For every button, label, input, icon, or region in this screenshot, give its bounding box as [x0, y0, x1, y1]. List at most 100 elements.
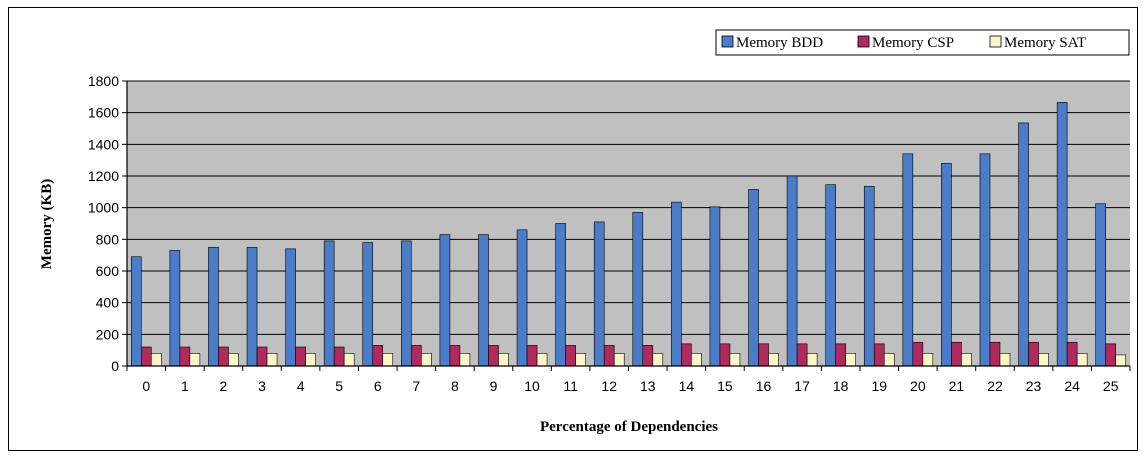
y-tick-label: 1800	[88, 73, 119, 89]
bar	[169, 250, 181, 367]
bar	[902, 153, 914, 367]
bar	[228, 353, 239, 367]
legend-box	[715, 29, 1130, 56]
y-tick-label: 600	[96, 263, 120, 279]
bar	[1115, 354, 1127, 367]
y-axis-title: Memory (KB)	[39, 179, 55, 269]
bar	[536, 353, 548, 367]
bar	[729, 353, 741, 367]
bar	[632, 212, 644, 367]
bar	[883, 353, 895, 367]
x-tick-label: 10	[524, 378, 540, 394]
x-tick-label: 1	[181, 378, 189, 394]
bar	[256, 346, 268, 367]
bar	[845, 353, 856, 367]
bar	[411, 345, 422, 367]
bar	[719, 343, 731, 367]
bar	[912, 341, 924, 367]
bar	[343, 353, 355, 367]
legend-swatch-csp	[857, 35, 870, 48]
bar	[1095, 203, 1107, 367]
legend-label-csp: Memory CSP	[872, 35, 954, 51]
x-tick-label: 16	[756, 378, 772, 394]
bar	[382, 353, 394, 367]
bar	[498, 353, 509, 367]
bar	[459, 353, 471, 367]
bar	[979, 153, 991, 367]
x-tick-label: 2	[220, 378, 228, 394]
x-tick-label: 8	[451, 378, 459, 394]
bar	[1076, 353, 1088, 367]
x-tick-label: 14	[679, 378, 695, 394]
x-tick-label: 4	[297, 378, 305, 394]
x-tick-label: 12	[601, 378, 617, 394]
bar	[786, 175, 798, 367]
x-tick-label: 19	[871, 378, 887, 394]
bar	[825, 184, 836, 367]
bar	[951, 341, 962, 367]
bar	[189, 353, 201, 367]
bar	[555, 223, 566, 367]
y-tick-labels: 0 200 400 600 800 1000 1200 1400 1600 1800	[88, 73, 127, 374]
bar	[671, 201, 682, 367]
bar	[709, 206, 721, 367]
bar	[941, 163, 952, 367]
bar	[478, 234, 489, 367]
bar	[796, 343, 808, 367]
bar	[1018, 122, 1029, 367]
bar	[642, 345, 654, 367]
x-tick-label: 23	[1026, 378, 1042, 394]
bar	[999, 353, 1011, 367]
x-tick-label: 11	[563, 378, 578, 394]
x-tick-label: 9	[490, 378, 498, 394]
bar	[246, 246, 258, 367]
bar	[295, 346, 306, 367]
y-tick-label: 1400	[88, 136, 119, 152]
x-tick-label: 17	[794, 378, 810, 394]
y-tick-label: 200	[96, 326, 120, 342]
bar	[266, 353, 278, 367]
bar	[488, 345, 499, 367]
bar	[691, 353, 702, 367]
bar	[179, 346, 191, 367]
y-tick-label: 1600	[88, 105, 119, 121]
legend-label-sat: Memory SAT	[1004, 35, 1086, 51]
bar	[989, 341, 1001, 367]
x-tick-label: 13	[640, 378, 656, 394]
bar	[961, 353, 972, 367]
bar	[835, 343, 846, 367]
x-tick-label: 15	[717, 378, 733, 394]
bar	[305, 353, 316, 367]
y-tick-label: 1000	[88, 200, 119, 216]
bar	[652, 353, 664, 367]
bar	[150, 353, 162, 367]
bar	[1028, 341, 1039, 367]
x-tick-label: 3	[258, 378, 266, 394]
x-tick-label: 22	[987, 378, 1003, 394]
plot-area	[127, 81, 1130, 366]
bar	[593, 221, 605, 367]
legend: Memory BDD Memory CSP Memory SAT	[715, 29, 1130, 56]
x-tick-label: 7	[412, 378, 420, 394]
bar	[516, 229, 528, 367]
legend-swatch-sat	[989, 35, 1002, 48]
bar	[922, 353, 934, 367]
bar	[526, 345, 538, 367]
bar	[333, 346, 345, 367]
bar	[1066, 341, 1078, 367]
bar	[130, 256, 142, 367]
y-tick-label: 800	[96, 231, 120, 247]
bar	[362, 242, 374, 367]
x-tick-label: 6	[374, 378, 382, 394]
x-tick-label: 21	[949, 378, 965, 394]
x-tick-label: 0	[142, 378, 150, 394]
x-tick-label: 25	[1103, 378, 1119, 394]
bar	[603, 345, 615, 367]
bar	[1105, 343, 1117, 367]
x-axis-title: Percentage of Dependencies	[540, 419, 718, 435]
bar	[565, 345, 576, 367]
bar	[681, 343, 692, 367]
bar	[401, 240, 412, 367]
bar	[758, 343, 769, 367]
